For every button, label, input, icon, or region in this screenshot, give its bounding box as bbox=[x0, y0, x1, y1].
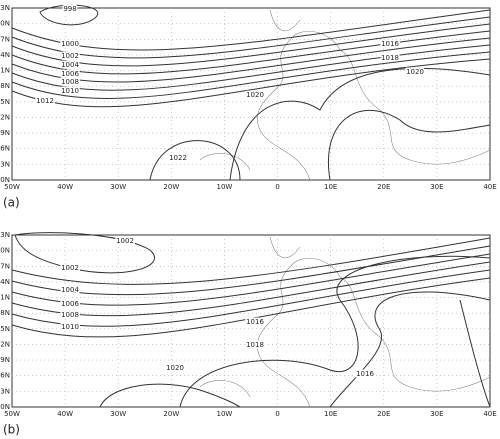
lat-tick-label: 42N bbox=[0, 340, 10, 348]
lon-tick-label: 10E bbox=[324, 183, 337, 191]
lat-tick-label: 54N bbox=[0, 51, 10, 59]
isobar bbox=[179, 255, 491, 408]
lon-tick-label: 10W bbox=[217, 410, 233, 418]
map-panel: 50W 40W 30W 20W 10W 0 10E 20E 30E 40E 63N 60N 57N 54N… bbox=[0, 231, 497, 437]
lat-tick-label: 33N bbox=[0, 387, 10, 395]
isobar bbox=[11, 23, 491, 67]
contour-label: 1008 bbox=[61, 78, 79, 86]
isobar bbox=[11, 237, 491, 285]
contour-label: 1008 bbox=[61, 311, 79, 319]
contour-label: 1006 bbox=[61, 70, 79, 78]
lat-tick-label: 51N bbox=[0, 294, 10, 302]
lat-tick-label: 57N bbox=[0, 35, 10, 43]
contour-label: 1020 bbox=[246, 91, 264, 99]
coastline bbox=[199, 236, 491, 408]
contour-label: 1000 bbox=[61, 40, 79, 48]
isobar bbox=[11, 30, 491, 75]
lon-tick-label: 40E bbox=[483, 183, 496, 191]
lat-tick-label: 36N bbox=[0, 372, 10, 380]
isobar bbox=[11, 9, 491, 51]
isobar bbox=[11, 277, 491, 338]
lon-tick-label: 40W bbox=[57, 183, 73, 191]
lat-tick-label: 30N bbox=[0, 176, 10, 184]
lon-tick-label: 0 bbox=[275, 183, 279, 191]
lon-tick-label: 10E bbox=[324, 410, 337, 418]
lat-tick-label: 33N bbox=[0, 160, 10, 168]
lat-tick-label: 45N bbox=[0, 98, 10, 106]
lat-tick-label: 42N bbox=[0, 113, 10, 121]
isobar bbox=[329, 291, 491, 408]
lat-tick-label: 45N bbox=[0, 325, 10, 333]
lat-tick-label: 54N bbox=[0, 278, 10, 286]
lon-tick-label: 30W bbox=[110, 410, 126, 418]
isobar bbox=[11, 16, 491, 59]
contour-label: 1010 bbox=[61, 87, 79, 95]
isobar bbox=[11, 51, 491, 99]
isobar bbox=[14, 232, 155, 274]
contour-label: 1020 bbox=[166, 364, 184, 372]
contour-label: 998 bbox=[63, 5, 76, 13]
isobar bbox=[11, 261, 491, 317]
contour-label: 1002 bbox=[61, 52, 79, 60]
isobar bbox=[328, 109, 491, 181]
isobar bbox=[11, 44, 491, 91]
lon-tick-label: 20W bbox=[163, 183, 179, 191]
isobar bbox=[11, 253, 491, 306]
lon-tick-label: 30E bbox=[430, 183, 443, 191]
panel-label: (b) bbox=[3, 423, 20, 437]
lon-tick-label: 40W bbox=[57, 410, 73, 418]
isobar bbox=[11, 37, 491, 83]
lon-tick-label: 50W bbox=[4, 183, 20, 191]
plot-frame bbox=[11, 234, 491, 408]
lat-tick-label: 30N bbox=[0, 403, 10, 411]
contour-label: 1002 bbox=[61, 264, 79, 272]
lat-tick-label: 57N bbox=[0, 262, 10, 270]
lon-tick-label: 50W bbox=[4, 410, 20, 418]
lat-tick-label: 36N bbox=[0, 145, 10, 153]
lat-tick-label: 51N bbox=[0, 67, 10, 75]
contour-label: 1016 bbox=[356, 370, 374, 378]
contour-label: 1002 bbox=[116, 237, 134, 245]
contour-label: 1004 bbox=[61, 286, 79, 294]
lon-tick-label: 0 bbox=[275, 410, 279, 418]
coastline bbox=[199, 9, 491, 181]
map-panel: 50W 40W 30W 20W 10W 0 10E 20E 30E 40E 63N 60N 57N 54N… bbox=[0, 4, 497, 210]
contour-label: 1022 bbox=[169, 154, 187, 162]
lat-tick-label: 60N bbox=[0, 20, 10, 28]
lon-tick-label: 10W bbox=[217, 183, 233, 191]
lon-tick-label: 30E bbox=[430, 410, 443, 418]
panel-label: (a) bbox=[3, 196, 20, 210]
lat-tick-label: 63N bbox=[0, 231, 10, 239]
contour-label: 1012 bbox=[36, 97, 54, 105]
contour-label: 1004 bbox=[61, 61, 79, 69]
contour-label: 1010 bbox=[61, 323, 79, 331]
isobar bbox=[39, 4, 99, 26]
lon-tick-label: 20W bbox=[163, 410, 179, 418]
isobar bbox=[11, 58, 491, 108]
isobar bbox=[229, 67, 491, 181]
isobar bbox=[99, 383, 241, 408]
contour-label: 1018 bbox=[246, 341, 264, 349]
lat-tick-label: 48N bbox=[0, 309, 10, 317]
isobar bbox=[11, 269, 491, 327]
contour-label: 1006 bbox=[61, 300, 79, 308]
lat-tick-label: 39N bbox=[0, 356, 10, 364]
contour-label: 1020 bbox=[406, 68, 424, 76]
lon-tick-label: 20E bbox=[377, 410, 390, 418]
lat-tick-label: 39N bbox=[0, 129, 10, 137]
lat-tick-label: 63N bbox=[0, 4, 10, 12]
lon-tick-label: 30W bbox=[110, 183, 126, 191]
isobar bbox=[459, 299, 491, 408]
contour-label: 1016 bbox=[246, 318, 264, 326]
isobar bbox=[11, 245, 491, 296]
contour-label: 1018 bbox=[381, 54, 399, 62]
isobar bbox=[149, 140, 241, 181]
lon-tick-label: 40E bbox=[483, 410, 496, 418]
lon-tick-label: 20E bbox=[377, 183, 390, 191]
lat-tick-label: 48N bbox=[0, 82, 10, 90]
contour-label: 1016 bbox=[381, 40, 399, 48]
lat-tick-label: 60N bbox=[0, 247, 10, 255]
plot-frame bbox=[11, 7, 491, 181]
